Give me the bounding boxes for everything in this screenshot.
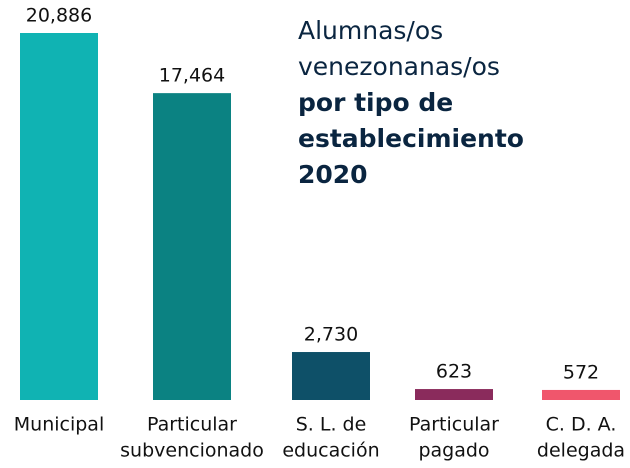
x-tick-label: pagado	[418, 440, 489, 462]
bar	[415, 389, 493, 400]
x-tick-label: Particular	[409, 414, 499, 436]
value-label: 17,464	[159, 65, 225, 87]
x-tick-label: delegada	[537, 440, 625, 462]
x-tick-label: educación	[282, 440, 379, 462]
bar	[153, 93, 231, 400]
title-line: venezonanas/os	[298, 52, 500, 81]
x-tick-label: Municipal	[14, 414, 104, 436]
value-label: 572	[563, 361, 599, 383]
title-line: Alumnas/os	[298, 16, 443, 45]
title-line: por tipo de	[298, 88, 453, 117]
title-line: establecimiento	[298, 124, 524, 153]
bar	[542, 389, 620, 400]
value-label: 623	[436, 361, 472, 383]
x-tick-label: subvencionado	[120, 440, 264, 462]
bar	[20, 33, 98, 400]
value-label: 20,886	[26, 5, 92, 27]
x-tick-label: S. L. de	[296, 414, 367, 436]
x-tick-label: C. D. A.	[546, 414, 617, 436]
value-label: 2,730	[304, 324, 358, 346]
bar	[292, 352, 370, 400]
x-tick-label: Particular	[147, 414, 237, 436]
title-line: 2020	[298, 160, 368, 189]
